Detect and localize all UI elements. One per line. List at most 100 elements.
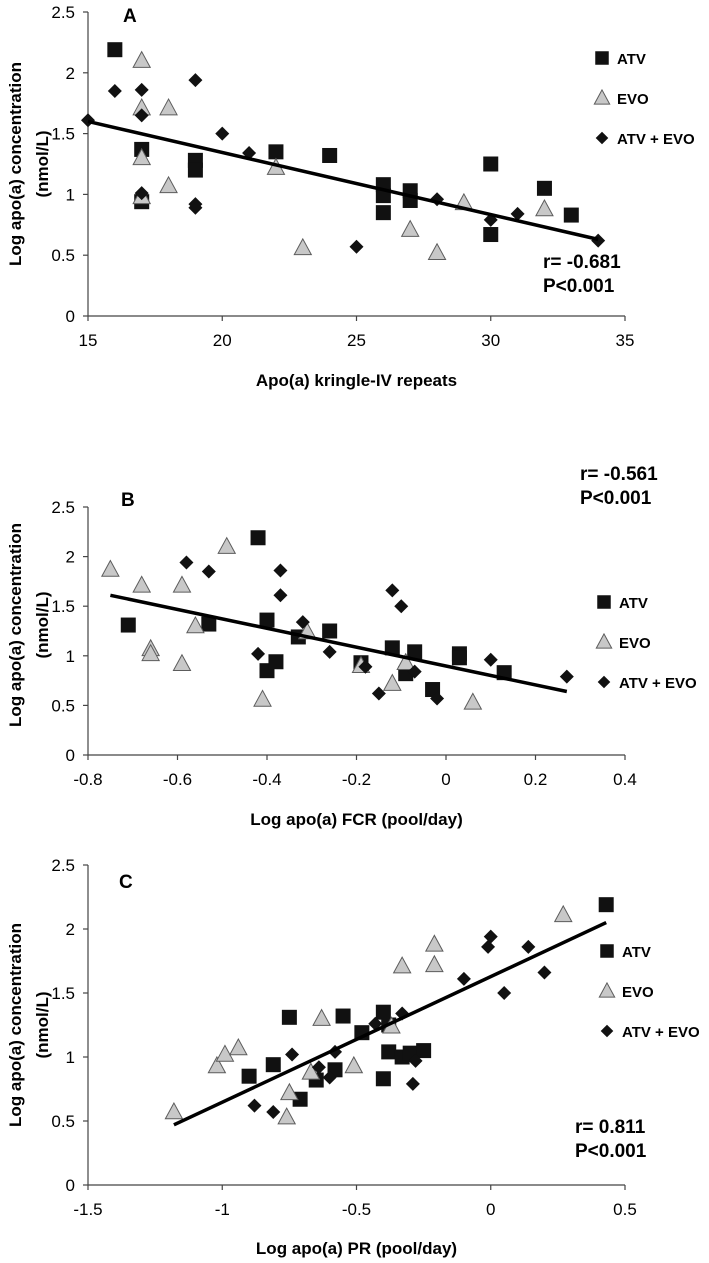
data-point-diamond	[81, 113, 95, 128]
data-point-square	[281, 1009, 297, 1025]
regression-line	[173, 921, 607, 1127]
data-point-square	[381, 1044, 397, 1060]
chart-panel-b: 0 0.5 1 1.5 2 2.5 -0.8 -0.6 -0.4 -0.2 0 0.2 0.4 Log a…	[6, 464, 697, 829]
data-point-triangle	[172, 575, 192, 593]
data-point-square	[292, 1091, 308, 1107]
x-tick-label: -1.5	[73, 1200, 102, 1219]
legend-marker-square	[597, 595, 611, 609]
data-point-diamond	[430, 691, 445, 706]
data-point-diamond	[322, 644, 337, 659]
x-tick-label: 25	[347, 331, 366, 350]
data-point-triangle	[164, 1101, 184, 1120]
y-tick-label: 2.5	[51, 3, 75, 22]
data-point-square	[375, 1004, 391, 1020]
legend-label: ATV + EVO	[619, 675, 697, 692]
y-axis-label: Log apo(a) concentration	[6, 923, 25, 1127]
y-tick-label: 2	[66, 920, 75, 939]
data-point-triangle	[392, 956, 412, 974]
regression-line	[110, 593, 568, 694]
data-point-diamond	[483, 652, 498, 667]
legend-marker-diamond	[597, 675, 611, 689]
legend-marker-triangle	[593, 88, 611, 105]
y-axis-label: (nmol/L)	[33, 591, 52, 658]
y-tick-label: 2.5	[51, 498, 75, 517]
data-point-square	[416, 1043, 432, 1059]
data-point-diamond	[295, 615, 310, 630]
data-point-triangle	[424, 954, 444, 973]
y-tick-label: 1.5	[51, 984, 75, 1003]
series-square	[120, 530, 512, 698]
y-tick-label: 0	[66, 307, 75, 326]
data-point-diamond	[371, 686, 386, 701]
series-diamond	[179, 555, 574, 706]
y-axis-label: Log apo(a) concentration	[6, 523, 25, 727]
data-point-square	[201, 616, 217, 632]
legend-label: ATV	[622, 944, 651, 961]
y-tick-label: 1	[66, 185, 75, 204]
data-point-square	[563, 207, 579, 223]
data-point-diamond	[134, 108, 149, 123]
data-point-square	[241, 1068, 257, 1084]
x-tick-label: -0.6	[163, 770, 192, 789]
x-axis-label: Log apo(a) PR (pool/day)	[256, 1239, 457, 1258]
data-point-square	[250, 530, 266, 546]
series-square	[241, 897, 614, 1107]
data-point-triangle	[228, 1037, 248, 1056]
data-point-diamond	[349, 239, 364, 254]
data-point-square	[384, 640, 400, 656]
data-point-square	[335, 1008, 351, 1024]
data-point-diamond	[134, 186, 149, 201]
data-point-triangle	[186, 615, 205, 634]
data-point-diamond	[188, 197, 203, 212]
data-point-diamond	[510, 206, 525, 221]
y-tick-label: 2.5	[51, 856, 75, 875]
x-tick-label: 20	[213, 331, 232, 350]
data-point-triangle	[132, 50, 152, 68]
data-point-triangle	[463, 692, 483, 710]
data-point-square	[483, 156, 499, 172]
y-tick-label: 0.5	[51, 1112, 75, 1131]
data-point-triangle	[344, 1055, 364, 1074]
data-point-diamond	[497, 986, 512, 1000]
legend: ATV EVO ATV + EVO	[593, 51, 695, 148]
data-point-diamond	[394, 599, 409, 614]
y-tick-label: 1	[66, 1048, 75, 1067]
legend-marker-triangle	[598, 981, 616, 998]
data-point-diamond	[107, 84, 122, 99]
data-point-triangle	[159, 98, 178, 116]
y-tick-label: 1.5	[51, 597, 75, 616]
legend-label: ATV + EVO	[617, 131, 695, 148]
data-point-triangle	[172, 653, 192, 671]
data-point-diamond	[201, 564, 216, 579]
data-point-diamond	[273, 563, 288, 578]
data-point-triangle	[427, 242, 447, 261]
data-point-diamond	[408, 1053, 423, 1068]
panel-letter: B	[121, 490, 135, 511]
x-tick-label: -0.4	[252, 770, 281, 789]
x-tick-label: 0	[486, 1200, 495, 1219]
data-point-square	[598, 897, 614, 913]
data-point-diamond	[247, 1098, 262, 1113]
data-point-square	[187, 162, 203, 178]
legend-label: EVO	[619, 635, 651, 652]
data-point-triangle	[424, 934, 444, 952]
data-point-diamond	[405, 1076, 420, 1091]
y-tick-label: 1	[66, 647, 75, 666]
legend-marker-diamond	[595, 131, 609, 145]
legend: ATV EVO ATV + EVO	[598, 944, 700, 1041]
legend-label: EVO	[622, 984, 654, 1001]
y-axis-label: Log apo(a) concentration	[6, 62, 25, 266]
series-diamond	[81, 73, 606, 254]
x-axis-label: Log apo(a) FCR (pool/day)	[250, 810, 462, 829]
data-point-diamond	[322, 1070, 337, 1085]
data-point-triangle	[279, 1082, 299, 1101]
data-point-square	[268, 654, 284, 670]
y-tick-label: 2	[66, 64, 75, 83]
data-point-square	[483, 227, 499, 243]
data-point-triangle	[400, 219, 420, 237]
data-point-triangle	[100, 559, 120, 577]
data-point-diamond	[179, 555, 194, 570]
data-point-triangle	[217, 536, 237, 554]
y-tick-label: 0	[66, 746, 75, 765]
data-point-square	[268, 144, 284, 160]
